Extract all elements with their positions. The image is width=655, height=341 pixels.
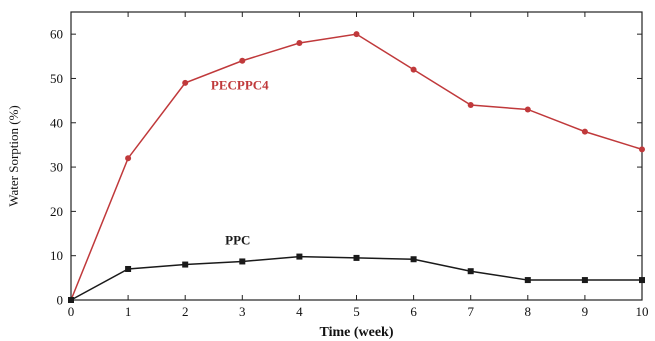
y-tick-label: 40 <box>50 115 63 130</box>
data-point-pecppc4 <box>125 155 132 162</box>
data-point-ppc <box>410 256 417 263</box>
data-point-ppc <box>182 261 189 268</box>
data-point-ppc <box>68 297 74 303</box>
data-point-ppc <box>125 265 132 272</box>
data-point-ppc <box>581 277 588 284</box>
data-point-pecppc4 <box>639 146 645 153</box>
data-point-pecppc4 <box>296 40 303 47</box>
data-point-pecppc4 <box>239 57 246 64</box>
x-tick-label: 9 <box>582 304 589 319</box>
x-tick-label: 3 <box>239 304 246 319</box>
data-point-pecppc4 <box>524 106 531 113</box>
ticks-layer: 0 1 2 3 4 5 6 7 8 9 10 0 10 20 30 40 50 60 <box>50 12 649 319</box>
x-tick-label: 1 <box>125 304 132 319</box>
y-tick-label: 50 <box>50 71 63 86</box>
y-tick-label: 60 <box>50 27 63 42</box>
x-tick-label: 10 <box>636 304 649 319</box>
data-point-pecppc4 <box>467 102 474 109</box>
series-label-pecppc4: PECPPC4 <box>211 78 269 93</box>
y-tick-label: 10 <box>50 248 63 263</box>
data-point-pecppc4 <box>182 79 189 86</box>
data-point-pecppc4 <box>410 66 417 73</box>
labels-layer: PECPPC4 PPC <box>211 78 269 248</box>
y-axis-title: Water Sorption (%) <box>6 105 21 206</box>
data-point-ppc <box>467 268 474 275</box>
data-point-ppc <box>296 253 303 260</box>
x-tick-label: 6 <box>410 304 417 319</box>
data-point-ppc <box>239 258 246 265</box>
y-tick-label: 30 <box>50 160 63 175</box>
data-point-ppc <box>353 254 360 261</box>
data-point-pecppc4 <box>581 128 588 135</box>
y-tick-label: 20 <box>50 204 63 219</box>
series-layer <box>68 31 645 303</box>
x-tick-label: 5 <box>353 304 360 319</box>
x-tick-label: 2 <box>182 304 189 319</box>
x-tick-label: 7 <box>467 304 474 319</box>
x-tick-label: 0 <box>68 304 75 319</box>
data-point-pecppc4 <box>353 31 360 38</box>
x-tick-label: 4 <box>296 304 303 319</box>
x-axis-title: Time (week) <box>320 325 394 340</box>
data-point-ppc <box>639 277 645 284</box>
y-tick-label: 0 <box>57 293 64 308</box>
series-line-ppc <box>70 255 642 301</box>
x-tick-label: 8 <box>525 304 532 319</box>
series-label-ppc: PPC <box>225 233 250 248</box>
data-point-ppc <box>524 277 531 284</box>
